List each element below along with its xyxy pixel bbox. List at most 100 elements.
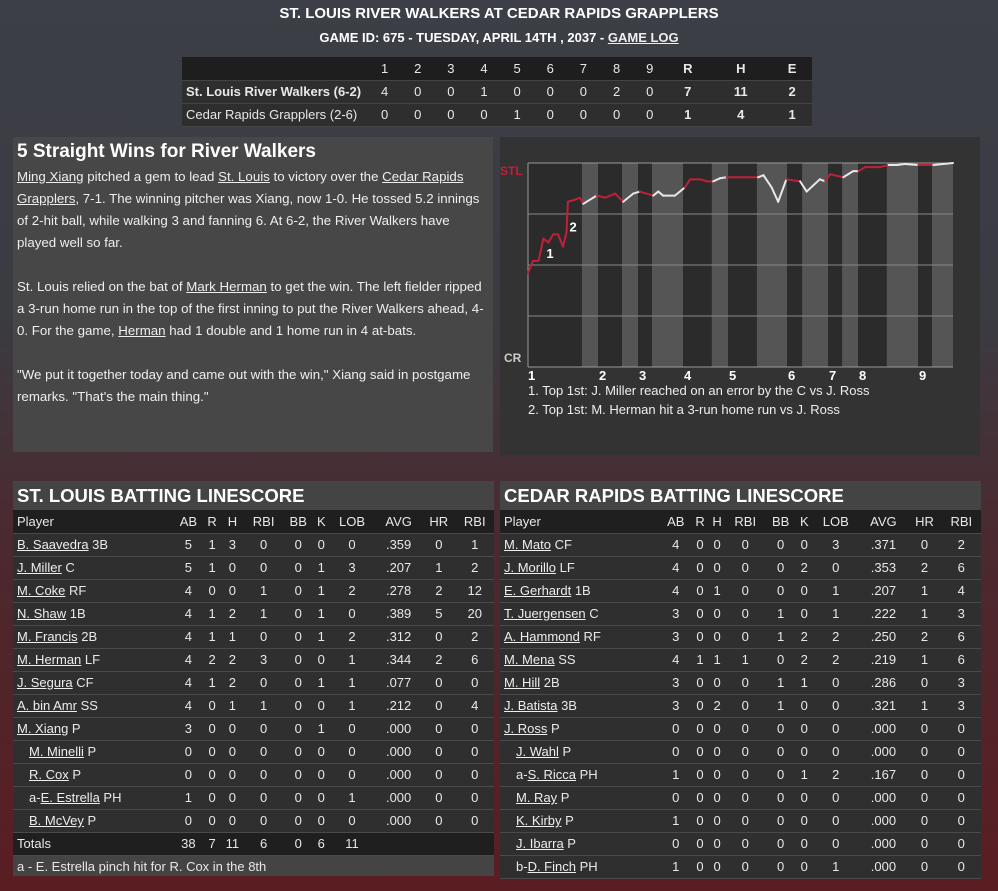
stat-cell: 4	[173, 648, 204, 672]
stat-cell: 0	[941, 763, 981, 787]
stat-cell: 0	[422, 809, 456, 833]
player-link[interactable]: A. Hammond	[504, 629, 580, 644]
stat-cell: 0	[313, 786, 329, 810]
story-link[interactable]: Mark Herman	[186, 279, 267, 294]
stat-cell: 0	[796, 717, 813, 741]
totals-cell: 6	[313, 832, 329, 856]
wp-segment	[805, 184, 815, 193]
story-link[interactable]: Herman	[118, 323, 166, 338]
player-link[interactable]: T. Juergensen	[504, 606, 586, 621]
wp-segment	[565, 200, 569, 234]
player-position: 3B	[88, 537, 109, 552]
stat-cell: 1	[796, 671, 813, 695]
player-position: P	[68, 721, 81, 736]
wp-segment	[812, 178, 821, 187]
player-link[interactable]: M. Francis	[17, 629, 78, 644]
player-position: PH	[575, 767, 598, 782]
player-link[interactable]: M. Mena	[504, 652, 555, 667]
cr-batting-title: CEDAR RAPIDS BATTING LINESCORE	[500, 481, 981, 510]
stl-footnote: a - E. Estrella pinch hit for R. Cox in …	[13, 855, 494, 876]
stat-cell: 0	[203, 740, 221, 764]
stat-cell: 0	[244, 625, 283, 649]
player-link[interactable]: E. Gerhardt	[504, 583, 572, 598]
wp-segment	[542, 237, 550, 244]
player-link[interactable]: M. Ray	[516, 790, 558, 805]
stat-cell: 0	[941, 809, 981, 833]
x-tick-7: 7	[829, 368, 836, 383]
player-link[interactable]: R. Cox	[29, 767, 69, 782]
wp-segment	[657, 190, 665, 197]
stat-cell: 0	[708, 556, 726, 580]
player-link[interactable]: J. Batista	[504, 698, 558, 713]
player-link[interactable]: M. Hill	[504, 675, 541, 690]
player-link[interactable]: M. Xiang	[17, 721, 69, 736]
col-rbi: RBI	[244, 510, 283, 534]
story-link[interactable]: Cedar Rapids Grapplers	[17, 169, 464, 206]
player-link[interactable]: J. Morillo	[504, 560, 557, 575]
stat-cell: 2	[941, 533, 981, 557]
stat-cell: .207	[859, 579, 908, 603]
player-link[interactable]: A. bin Amr	[17, 698, 77, 713]
player-link[interactable]: B. McVey	[29, 813, 84, 828]
stat-cell: 1	[907, 694, 942, 718]
stat-cell: .344	[375, 648, 423, 672]
stat-cell: 0	[691, 602, 709, 626]
col-player: Player	[13, 510, 173, 534]
game-log-link[interactable]: GAME LOG	[607, 30, 679, 45]
stat-cell: 2	[907, 556, 942, 580]
stat-cell: 0	[708, 671, 726, 695]
player-link[interactable]: J. Ross	[504, 721, 548, 736]
player-link[interactable]: M. Herman	[17, 652, 82, 667]
player-link[interactable]: S. Ricca	[527, 767, 576, 782]
stat-cell: 2	[455, 625, 494, 649]
player-link[interactable]: M. Minelli	[29, 744, 84, 759]
story-body: Ming Xiang pitched a gem to lead St. Lou…	[17, 166, 489, 408]
linescore-row: Cedar Rapids Grapplers (2-6) 0 0 0 0 1 0 0 0 0 1 4 1	[182, 103, 812, 127]
stat-cell: 1	[244, 579, 283, 603]
stat-cell: 0	[244, 763, 283, 787]
stat-cell: .219	[859, 648, 908, 672]
linescore-cell: 4	[709, 103, 773, 127]
stat-cell: 0	[708, 717, 726, 741]
table-row: M. Xiang P 3 0 0 0 0 1 0.000 0 0	[13, 717, 494, 741]
stat-cell: 3	[660, 602, 692, 626]
player-link[interactable]: B. Saavedra	[17, 537, 89, 552]
stat-cell: 0	[725, 717, 765, 741]
stat-cell: 4	[173, 602, 204, 626]
story-paragraph: "We put it together today and came out w…	[17, 364, 489, 408]
stat-cell: 0	[907, 832, 942, 856]
story-link[interactable]: Ming Xiang	[17, 169, 84, 184]
player-cell: M. Ray P	[500, 786, 660, 810]
player-link[interactable]: E. Estrella	[40, 790, 100, 805]
player-link[interactable]: K. Kirby	[516, 813, 562, 828]
stat-cell: 0	[691, 694, 709, 718]
story-link[interactable]: St. Louis	[218, 169, 270, 184]
table-row: E. Gerhardt 1B 4 0 1 0 0 0 1.207 1 4	[500, 579, 981, 603]
player-link[interactable]: J. Ibarra	[516, 836, 564, 851]
play-marker-1: 1	[546, 246, 553, 261]
stat-cell: 2	[812, 625, 860, 649]
stat-cell: 0	[907, 717, 942, 741]
player-link[interactable]: M. Mato	[504, 537, 551, 552]
stat-cell: .286	[859, 671, 908, 695]
stat-cell: 1	[455, 533, 494, 557]
table-row: B. McVey P 0 0 0 0 0 0 0.000 0 0	[13, 809, 494, 833]
table-row: M. Francis 2B 4 1 1 0 0 1 2.312 0 2	[13, 625, 494, 649]
stat-cell: 0	[220, 763, 245, 787]
player-link[interactable]: N. Shaw	[17, 606, 67, 621]
linescore-cell: 0	[434, 80, 468, 104]
player-position: SS	[76, 698, 98, 713]
col-rbi: RBI	[941, 510, 981, 534]
totals-cell: 38	[173, 832, 204, 856]
linescore-col-7: 7	[566, 57, 600, 81]
player-link[interactable]: J. Wahl	[516, 744, 559, 759]
player-cell: J. Ibarra P	[500, 832, 660, 856]
player-cell: M. Xiang P	[13, 717, 173, 741]
stat-cell: 2	[796, 625, 813, 649]
player-link[interactable]: M. Coke	[17, 583, 66, 598]
player-link[interactable]: J. Miller	[17, 560, 62, 575]
player-link[interactable]: D. Finch	[527, 859, 576, 874]
player-link[interactable]: J. Segura	[17, 675, 73, 690]
y-bottom-label: CR	[504, 351, 522, 365]
stat-cell: 1	[660, 763, 692, 787]
